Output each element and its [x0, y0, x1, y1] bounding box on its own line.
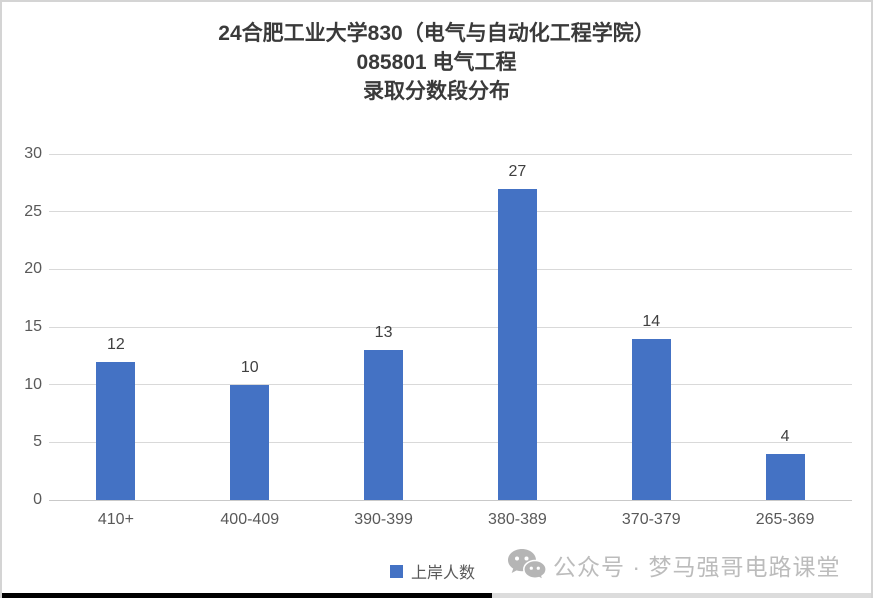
legend-item: 上岸人数 — [390, 559, 475, 583]
bar-value-label: 10 — [240, 358, 259, 376]
legend-swatch — [390, 564, 403, 578]
bar-380-389 — [497, 188, 537, 500]
x-axis-line — [49, 499, 852, 501]
bottom-edge-gray-strip — [492, 593, 871, 598]
bar-value-label: 4 — [780, 427, 790, 445]
x-category-label: 370-379 — [621, 511, 681, 528]
bar-400-409 — [230, 384, 270, 500]
y-tick-label: 20 — [24, 260, 42, 278]
bar-370-379 — [631, 338, 671, 500]
y-tick-label: 10 — [24, 375, 42, 393]
chart-title-line-1: 24合肥工业大学830（电气与自动化工程学院） — [218, 22, 655, 45]
plot-area: 12 410+ 10 400-409 13 390-399 27 380-389 14 370-3… — [49, 153, 852, 528]
gridline — [49, 326, 852, 328]
y-tick-label: 0 — [33, 491, 42, 508]
bar-265-369 — [765, 453, 805, 500]
legend-label: 上岸人数 — [411, 565, 476, 582]
bar-390-399 — [364, 350, 404, 500]
y-tick-label: 15 — [24, 318, 42, 335]
gridline — [49, 153, 852, 155]
watermark-text: 公众号 · 梦马强哥电路课堂 — [553, 554, 841, 580]
y-tick-label: 5 — [33, 433, 42, 451]
bar-value-label: 27 — [508, 162, 527, 180]
watermark: 公众号 · 梦马强哥电路课堂 — [507, 548, 840, 582]
x-category-label: 400-409 — [220, 511, 280, 528]
gridline — [49, 384, 852, 386]
gridline — [49, 268, 852, 270]
chart-title-line-3: 录取分数段分布 — [363, 80, 510, 103]
y-tick-label: 25 — [24, 202, 42, 220]
bar-value-label: 12 — [107, 335, 125, 353]
chart-title-line-2: 085801 电气工程 — [356, 51, 517, 74]
bar-value-label: 13 — [374, 324, 393, 342]
x-category-label: 265-369 — [755, 511, 815, 528]
wechat-icon — [508, 549, 547, 582]
gridline — [49, 441, 852, 443]
gridline — [49, 211, 852, 213]
y-tick-label: 30 — [24, 145, 42, 162]
chart-title: 24合肥工业大学830（电气与自动化工程学院） 085801 电气工程 录取分数… — [2, 19, 871, 106]
x-category-label: 390-399 — [354, 511, 413, 528]
bottom-edge-black-strip — [2, 593, 492, 598]
bar-value-label: 14 — [642, 312, 661, 330]
x-category-label: 380-389 — [488, 511, 547, 528]
bar-410+ — [96, 361, 136, 500]
x-category-label: 410+ — [97, 511, 134, 528]
